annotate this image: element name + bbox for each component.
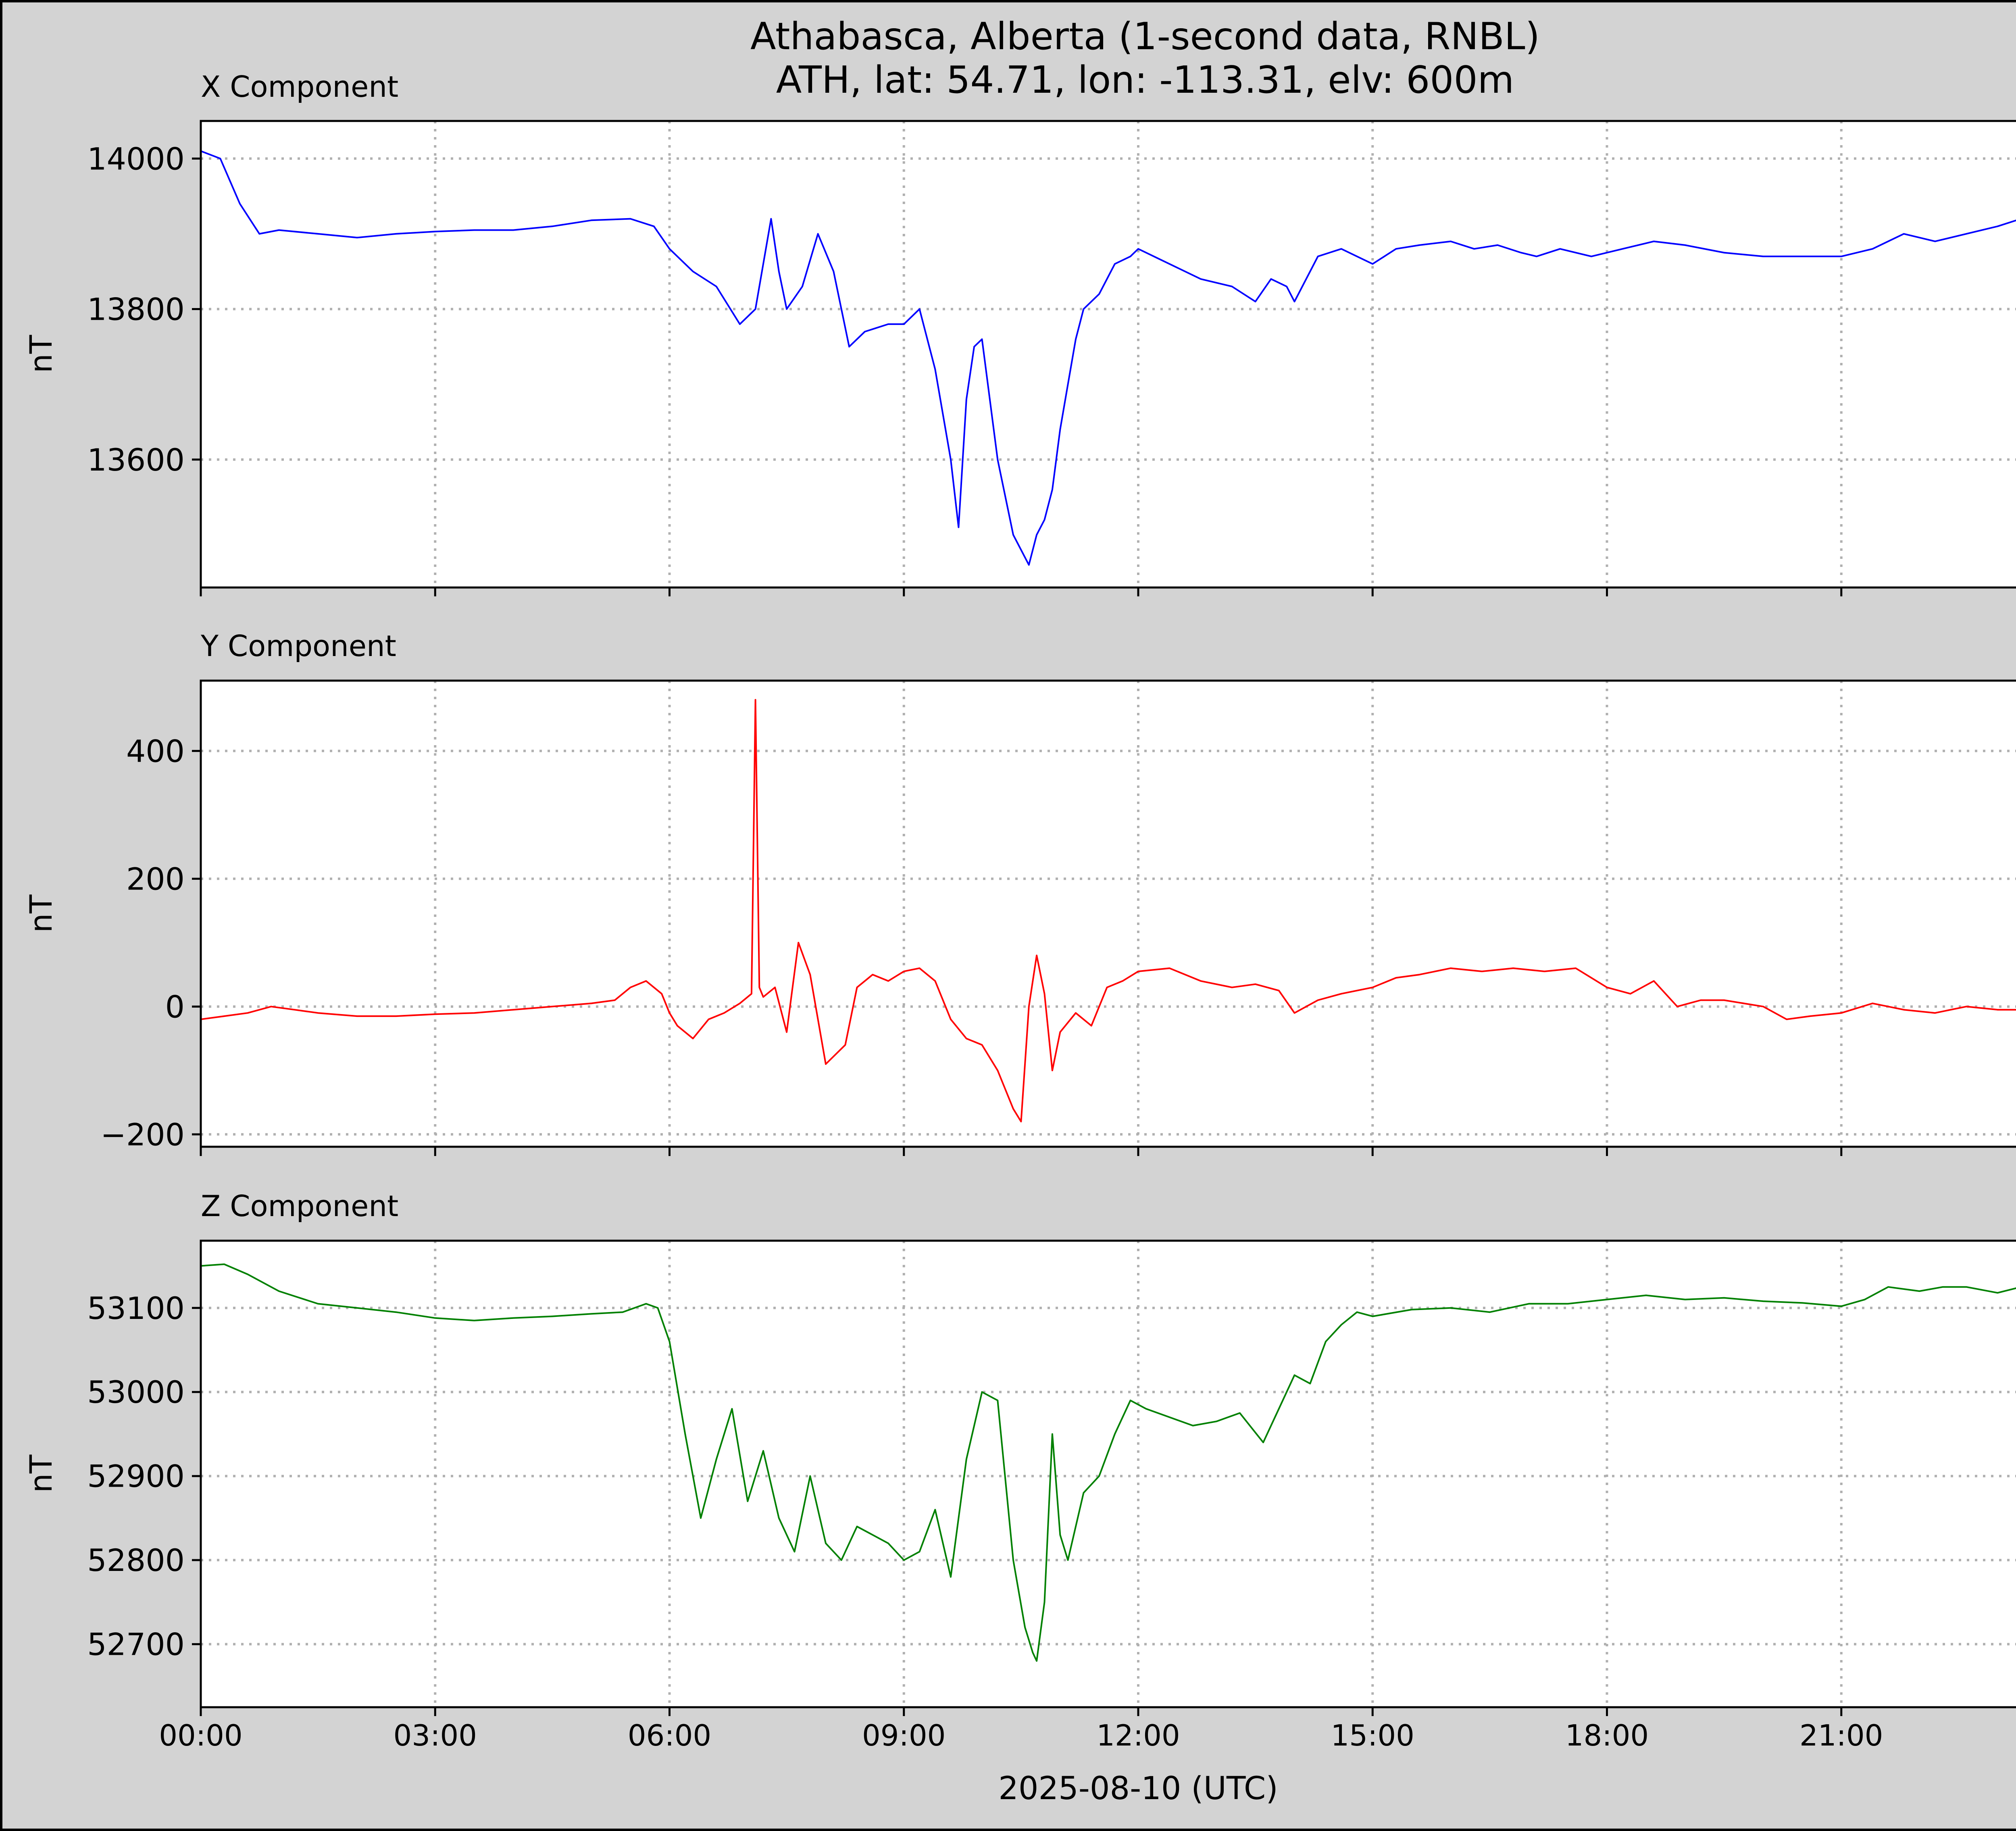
x-gridlines: [201, 121, 2016, 587]
z-ytick-label: 53100: [87, 1290, 185, 1326]
x-tick-label: 18:00: [1565, 1719, 1649, 1752]
x-tick-label: 12:00: [1096, 1719, 1180, 1752]
figure-title-line1: Athabasca, Alberta (1-second data, RNBL): [750, 15, 1540, 58]
x-series-line: [200, 150, 2016, 566]
z-component-panel: Z Component 52700 52800 52900 53000 53100 nT: [23, 1189, 2016, 1716]
x-y-ticks: 13600 13800 14000: [87, 141, 201, 478]
figure-title-line2: ATH, lat: 54.71, lon: -113.31, elv: 600m: [776, 58, 1514, 102]
z-y-ticks: 52700 52800 52900 53000 53100: [87, 1290, 201, 1662]
x-tick-label: 21:00: [1799, 1719, 1883, 1752]
z-gridlines: [201, 1241, 2016, 1707]
y-gridlines: [201, 681, 2016, 1147]
x-ytick-label: 13600: [87, 442, 185, 478]
y-component-panel: Y Component −200 0 200 400 nT: [23, 629, 2016, 1156]
z-plot-area: [201, 1241, 2016, 1707]
z-ytick-label: 53000: [87, 1374, 185, 1410]
y-plot-frame: [200, 679, 2016, 1148]
y-ytick-label: −200: [100, 1117, 185, 1152]
y-y-ticks: −200 0 200 400: [100, 733, 201, 1152]
z-ytick-label: 52800: [87, 1542, 185, 1578]
x-x-ticks: [200, 587, 1843, 596]
x-y-axis-label: nT: [23, 335, 59, 373]
z-ytick-label: 52900: [87, 1458, 185, 1494]
z-panel-title: Z Component: [201, 1189, 398, 1223]
z-series-line: [200, 1263, 2016, 1662]
x-plot-frame: [200, 120, 2016, 589]
x-tick-label: 09:00: [862, 1719, 946, 1752]
x-component-panel: X Component 13600 13800 14000 nT: [23, 70, 2016, 596]
x-ytick-label: 14000: [87, 141, 185, 177]
y-plot-area: [201, 681, 2016, 1147]
z-plot-frame: [200, 1239, 2016, 1708]
y-series-line: [200, 699, 2016, 1123]
z-ytick-label: 52700: [87, 1627, 185, 1662]
x-plot-area: [201, 121, 2016, 587]
z-x-ticks: [200, 1707, 1843, 1716]
y-y-axis-label: nT: [23, 894, 59, 933]
x-ytick-label: 13800: [87, 292, 185, 327]
x-tick-labels: 00:00 03:00 06:00 09:00 12:00 15:00 18:00 21:00: [159, 1719, 1883, 1752]
x-tick-label: 06:00: [628, 1719, 712, 1752]
z-y-axis-label: nT: [23, 1454, 59, 1493]
y-ytick-label: 400: [126, 733, 185, 769]
y-ytick-label: 0: [165, 989, 185, 1025]
x-panel-title: X Component: [201, 70, 398, 104]
x-tick-label: 15:00: [1331, 1719, 1415, 1752]
y-panel-title: Y Component: [200, 629, 396, 663]
y-ytick-label: 200: [126, 861, 185, 897]
x-tick-label: 03:00: [394, 1719, 477, 1752]
x-tick-label: 00:00: [159, 1719, 243, 1752]
y-x-ticks: [200, 1147, 1843, 1156]
x-axis-label: 2025-08-10 (UTC): [998, 1771, 1278, 1807]
